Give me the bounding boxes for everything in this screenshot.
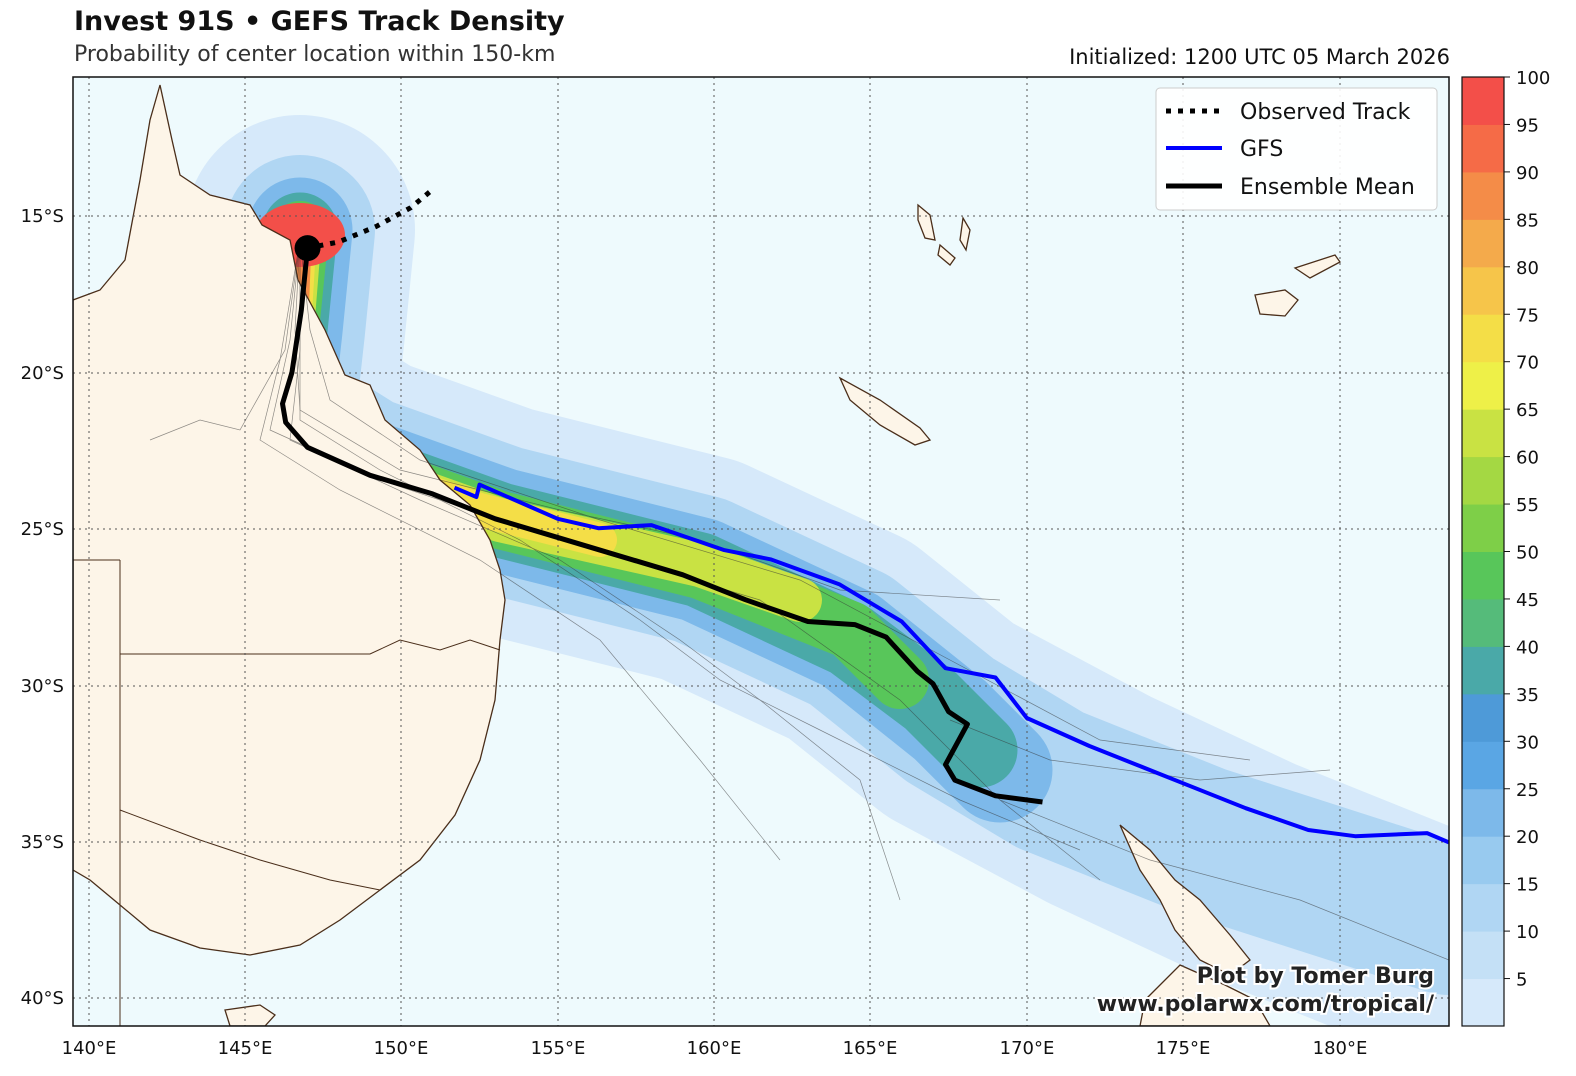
colorbar-segment bbox=[1462, 77, 1504, 125]
probability-colorbar: 5 10 15 20 25 30 35 40 45 50 55 60 65 70 75 80 85 90 95 100 bbox=[1462, 68, 1550, 1027]
map-frame bbox=[72, 76, 1450, 1027]
member-track bbox=[949, 719, 1331, 781]
lat-tick-label: 25°S bbox=[21, 519, 64, 540]
state-borders bbox=[73, 559, 501, 1026]
colorbar-label: 65 bbox=[1516, 400, 1539, 421]
lat-tick-label: 30°S bbox=[21, 676, 64, 697]
lon-tick-labels: 140°E 145°E 150°E 155°E 160°E 165°E 170°… bbox=[62, 1038, 1368, 1059]
lat-tick-label: 15°S bbox=[21, 206, 64, 227]
new-zealand-north-island bbox=[1119, 824, 1251, 976]
member-track bbox=[259, 239, 781, 861]
credit-author: Plot by Tomer Burg bbox=[1197, 964, 1434, 989]
lon-tick-label: 180°E bbox=[1313, 1038, 1368, 1059]
colorbar-segment bbox=[1462, 266, 1504, 315]
colorbar-label: 30 bbox=[1516, 732, 1539, 753]
colorbar-segment bbox=[1462, 836, 1504, 885]
lon-tick-label: 165°E bbox=[843, 1038, 898, 1059]
member-track bbox=[999, 799, 1449, 961]
colorbar-segment bbox=[1462, 883, 1504, 932]
australia-landmass bbox=[73, 84, 506, 956]
colorbar-label: 60 bbox=[1516, 448, 1539, 469]
lat-lon-grid bbox=[73, 77, 1449, 1026]
colorbar-label: 40 bbox=[1516, 637, 1539, 658]
fiji-island-1 bbox=[1254, 289, 1299, 317]
colorbar-segment bbox=[1462, 741, 1504, 790]
legend-gfs-label: GFS bbox=[1240, 137, 1283, 162]
lat-tick-label: 20°S bbox=[21, 363, 64, 384]
member-track bbox=[299, 240, 1081, 851]
colorbar-label: 35 bbox=[1516, 685, 1539, 706]
lon-tick-label: 155°E bbox=[531, 1038, 586, 1059]
colorbar-segment bbox=[1462, 456, 1504, 505]
vanuatu-island-2 bbox=[937, 243, 956, 266]
colorbar-label: 25 bbox=[1516, 780, 1539, 801]
colorbar-label: 10 bbox=[1516, 922, 1539, 943]
vanuatu-island-3 bbox=[959, 216, 971, 252]
colorbar-label: 95 bbox=[1516, 115, 1539, 136]
colorbar-segment bbox=[1462, 788, 1504, 837]
lon-tick-label: 145°E bbox=[218, 1038, 273, 1059]
colorbar-segment bbox=[1462, 124, 1504, 173]
coastlines bbox=[73, 84, 1341, 1026]
lat-tick-label: 35°S bbox=[21, 832, 64, 853]
new-caledonia-island bbox=[838, 376, 932, 446]
colorbar-label: 85 bbox=[1516, 210, 1539, 231]
lon-tick-label: 175°E bbox=[1156, 1038, 1211, 1059]
colorbar-segment bbox=[1462, 978, 1504, 1027]
border-nsw-vic bbox=[119, 809, 381, 891]
observed-track-line bbox=[307, 190, 432, 251]
colorbar-segment bbox=[1462, 219, 1504, 268]
colorbar-label: 20 bbox=[1516, 827, 1539, 848]
colorbar-segment bbox=[1462, 646, 1504, 695]
colorbar-segment bbox=[1462, 598, 1504, 647]
colorbar-label: 70 bbox=[1516, 353, 1539, 374]
colorbar-segment bbox=[1462, 409, 1504, 458]
legend-box bbox=[1155, 87, 1438, 211]
vanuatu-island-1 bbox=[917, 203, 936, 241]
colorbar-segment bbox=[1462, 504, 1504, 552]
colorbar-label: 80 bbox=[1516, 258, 1539, 279]
colorbar-frame bbox=[1461, 76, 1505, 1027]
lon-tick-label: 170°E bbox=[1000, 1038, 1055, 1059]
legend-observed-label: Observed Track bbox=[1240, 100, 1411, 125]
colorbar-label: 100 bbox=[1516, 68, 1550, 89]
colorbar-label: 55 bbox=[1516, 495, 1539, 516]
colorbar-segment bbox=[1462, 314, 1504, 363]
colorbar-segment bbox=[1462, 171, 1504, 220]
colorbar-segment bbox=[1462, 693, 1504, 742]
page-title: Invest 91S • GEFS Track Density bbox=[74, 6, 565, 37]
current-storm-position bbox=[294, 235, 321, 262]
member-track bbox=[289, 240, 901, 901]
tasmania-island bbox=[224, 1004, 276, 1026]
lon-tick-label: 160°E bbox=[687, 1038, 742, 1059]
credit-url: www.polarwx.com/tropical/ bbox=[1097, 992, 1435, 1017]
colorbar-label: 50 bbox=[1516, 543, 1539, 564]
lon-tick-label: 150°E bbox=[374, 1038, 429, 1059]
colorbar-segment bbox=[1462, 931, 1504, 980]
map-legend: Observed Track GFS Ensemble Mean bbox=[1155, 87, 1438, 211]
colorbar-label: 15 bbox=[1516, 875, 1539, 896]
gfs-track-line bbox=[453, 482, 1449, 845]
page-subtitle: Probability of center location within 15… bbox=[74, 42, 556, 67]
lon-tick-label: 140°E bbox=[62, 1038, 117, 1059]
member-track bbox=[299, 239, 1251, 761]
border-qld-nsw bbox=[120, 639, 501, 655]
colorbar-label: 45 bbox=[1516, 590, 1539, 611]
colorbar-segment bbox=[1462, 361, 1504, 410]
colorbar-label: 75 bbox=[1516, 305, 1539, 326]
lat-tick-labels: 15°S 20°S 25°S 30°S 35°S 40°S bbox=[21, 206, 64, 1009]
new-zealand-south-island bbox=[1139, 964, 1271, 1026]
initialized-timestamp: Initialized: 1200 UTC 05 March 2026 bbox=[1069, 45, 1450, 69]
colorbar-segment bbox=[1462, 551, 1504, 600]
colorbar-label: 90 bbox=[1516, 163, 1539, 184]
legend-ensemble-label: Ensemble Mean bbox=[1240, 175, 1415, 200]
colorbar-label: 5 bbox=[1516, 970, 1527, 991]
ensemble-mean-track-line bbox=[280, 247, 1043, 805]
lat-tick-label: 40°S bbox=[21, 988, 64, 1009]
fiji-island-2 bbox=[1293, 254, 1341, 279]
member-track bbox=[149, 239, 301, 441]
